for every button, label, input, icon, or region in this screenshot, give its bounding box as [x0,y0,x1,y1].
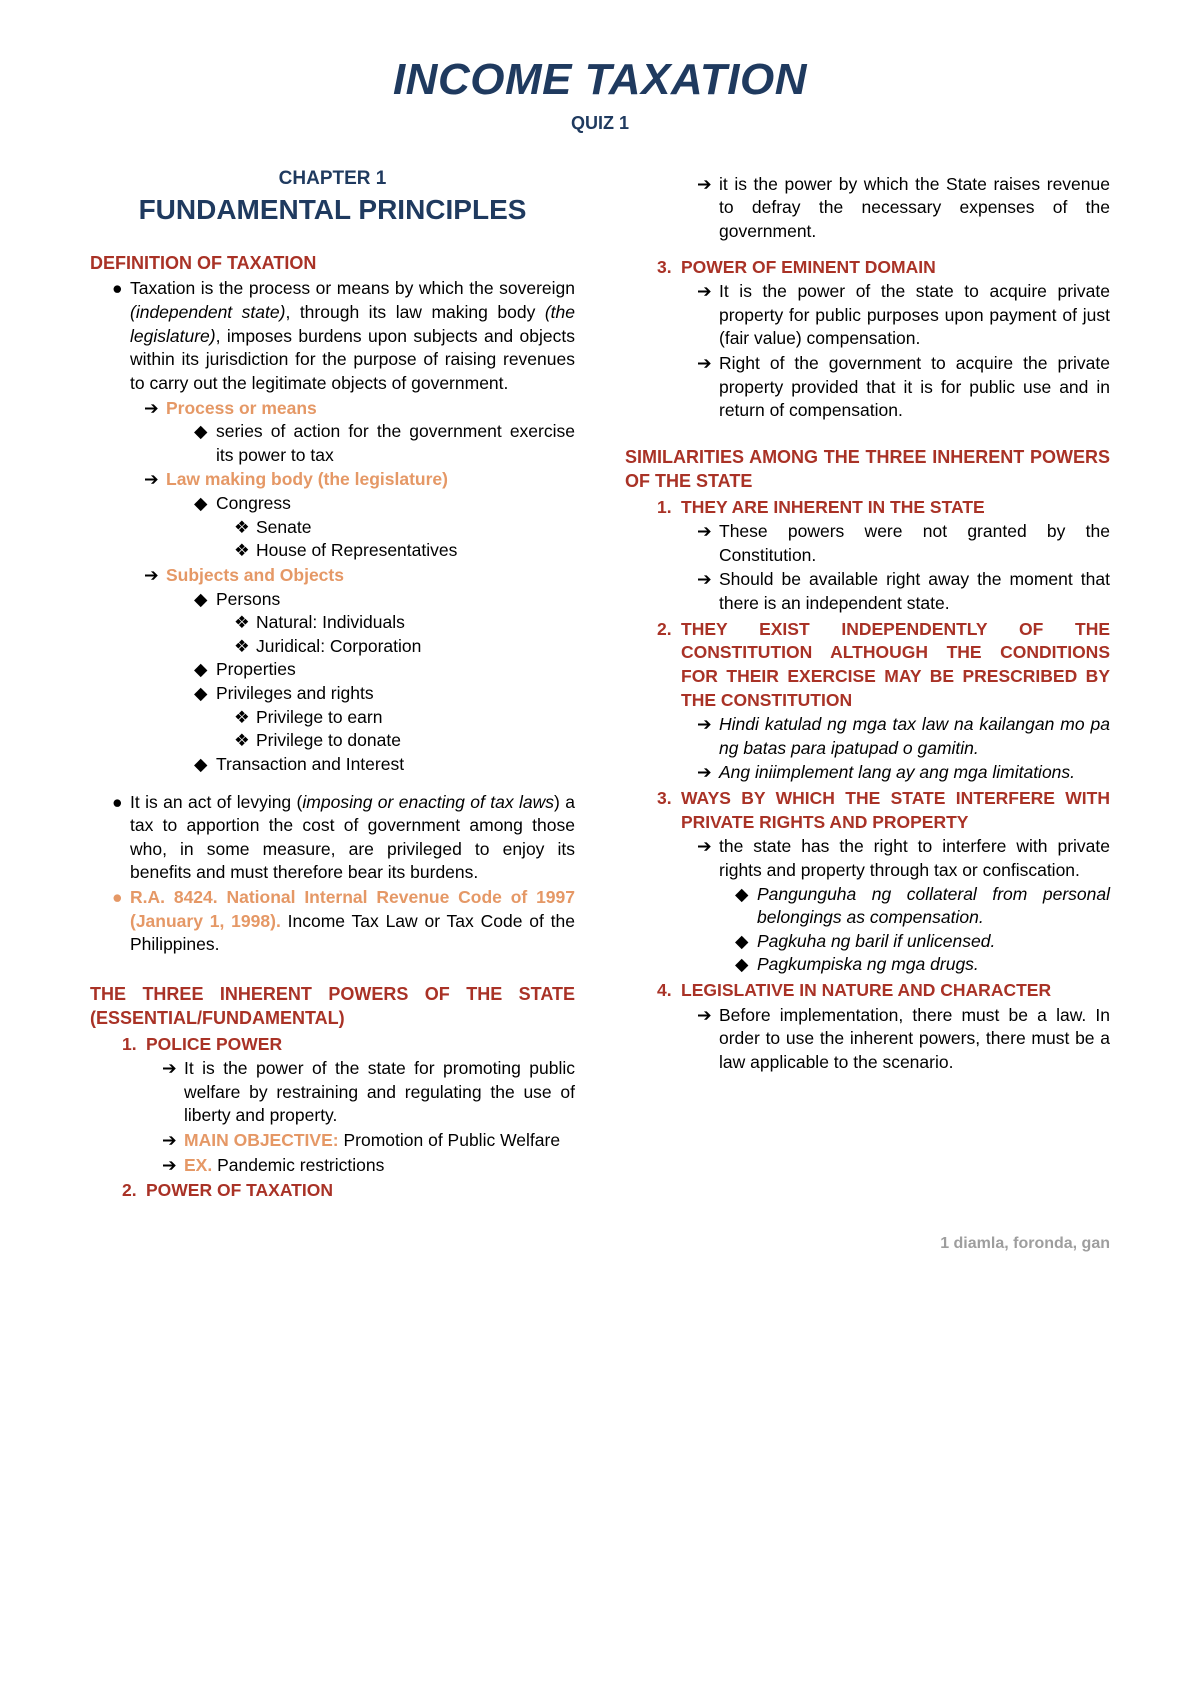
police-obj: ➔MAIN OBJECTIVE: Promotion of Public Wel… [162,1129,575,1153]
sub-law-making: ➔Law making body (the legislature) [144,468,575,492]
sim3-d3: ◆Pagkumpiska ng mga drugs. [735,953,1110,977]
natural: ❖Natural: Individuals [234,611,575,635]
sim-1: 1.THEY ARE INHERENT IN THE STATE [657,496,1110,520]
sim2-a1: ➔Hindi katulad ng mga tax law na kailang… [697,713,1110,760]
taxation-desc: ➔it is the power by which the State rais… [697,173,1110,244]
sim4-a1: ➔Before implementation, there must be a … [697,1004,1110,1075]
section-definition: DEFINITION OF TAXATION [90,251,575,275]
process-item: ◆series of action for the government exe… [194,420,575,467]
right-column: ➔it is the power by which the State rais… [625,166,1110,1203]
left-column: CHAPTER 1 FUNDAMENTAL PRINCIPLES DEFINIT… [90,166,575,1203]
sim-3: 3.WAYS BY WHICH THE STATE INTERFERE WITH… [657,787,1110,834]
persons: ◆Persons [194,588,575,612]
chapter-title: FUNDAMENTAL PRINCIPLES [90,191,575,229]
police-ex: ➔EX. Pandemic restrictions [162,1154,575,1178]
police-power: 1.POLICE POWER [122,1033,575,1057]
sim-2: 2.THEY EXIST INDEPENDENTLY OF THE CONSTI… [657,618,1110,713]
sim3-d1: ◆Pangunguha ng collateral from personal … [735,883,1110,930]
power-taxation: 2.POWER OF TAXATION [122,1179,575,1203]
transaction: ◆Transaction and Interest [194,753,575,777]
main-title: INCOME TAXATION [90,50,1110,109]
section-three-powers: THE THREE INHERENT POWERS OF THE STATE (… [90,982,575,1031]
eminent-desc1: ➔It is the power of the state to acquire… [697,280,1110,351]
levy-i: imposing or enacting of tax laws [302,792,554,812]
title-block: INCOME TAXATION QUIZ 1 [90,50,1110,136]
privileges: ◆Privileges and rights [194,682,575,706]
eminent-desc2: ➔Right of the government to acquire the … [697,352,1110,423]
priv-donate: ❖Privilege to donate [234,729,575,753]
properties: ◆Properties [194,658,575,682]
sim1-a2: ➔Should be available right away the mome… [697,568,1110,615]
sim2-a2: ➔Ang iniimplement lang ay ang mga limita… [697,761,1110,785]
page-footer: 1 diamla, foronda, gan [90,1233,1110,1255]
juridical: ❖Juridical: Corporation [234,635,575,659]
priv-earn: ❖Privilege to earn [234,706,575,730]
police-desc: ➔It is the power of the state for promot… [162,1057,575,1128]
congress: ◆Congress [194,492,575,516]
content-columns: CHAPTER 1 FUNDAMENTAL PRINCIPLES DEFINIT… [90,166,1110,1203]
sim3-d2: ◆Pagkuha ng baril if unlicensed. [735,930,1110,954]
chapter-label: CHAPTER 1 [90,166,575,192]
def-mid1: , through its law making body [285,302,544,322]
house-rep: ❖House of Representatives [234,539,575,563]
levying-bullet: ● It is an act of levying (imposing or e… [112,791,575,886]
sim3-a1: ➔the state has the right to interfere wi… [697,835,1110,882]
section-similarities: SIMILARITIES AMONG THE THREE INHERENT PO… [625,445,1110,494]
subtitle: QUIZ 1 [90,111,1110,135]
definition-bullet: ● Taxation is the process or means by wh… [112,277,575,395]
eminent-domain: 3.POWER OF EMINENT DOMAIN [657,256,1110,280]
def-prefix: Taxation is the process or means by whic… [130,278,575,298]
def-i1: (independent state) [130,302,285,322]
levy-prefix: It is an act of levying ( [130,792,302,812]
sim1-a1: ➔These powers were not granted by the Co… [697,520,1110,567]
sim-4: 4.LEGISLATIVE IN NATURE AND CHARACTER [657,979,1110,1003]
ra-bullet: ● R.A. 8424. National Internal Revenue C… [112,886,575,957]
sub-subjects-objects: ➔Subjects and Objects [144,564,575,588]
sub-process-means: ➔Process or means [144,397,575,421]
senate: ❖Senate [234,516,575,540]
